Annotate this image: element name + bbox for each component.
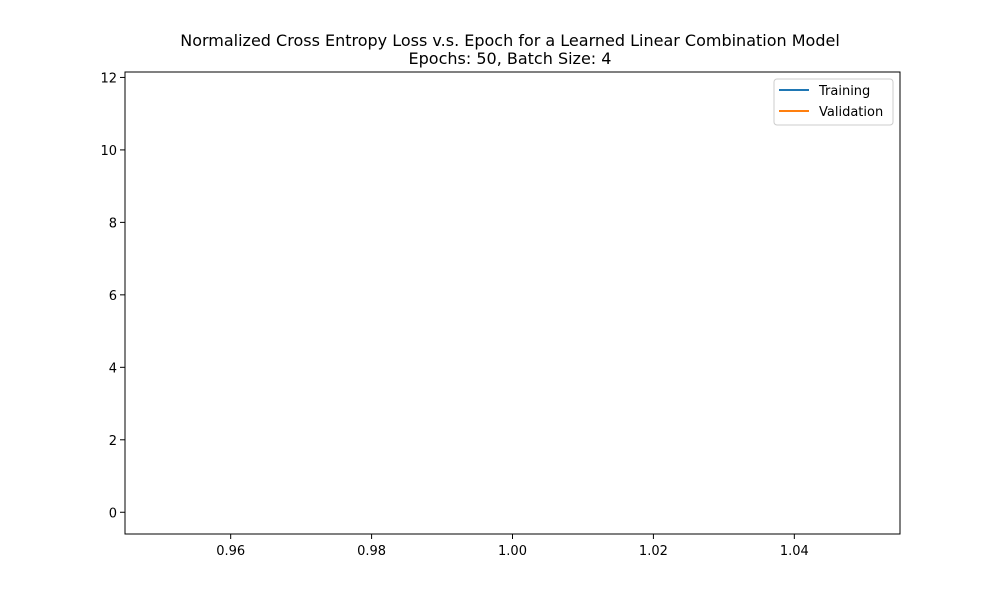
y-tick-label: 6 — [109, 289, 117, 304]
x-tick-label: 1.00 — [498, 544, 527, 559]
y-tick-label: 0 — [109, 506, 117, 521]
chart-subtitle: Epochs: 50, Batch Size: 4 — [409, 49, 612, 68]
y-tick-label: 4 — [109, 361, 117, 376]
x-tick-label: 1.02 — [639, 544, 668, 559]
x-tick-label: 0.98 — [357, 544, 386, 559]
legend-item-training: Training — [779, 84, 870, 99]
y-tick-label: 12 — [100, 71, 117, 86]
x-tick-label: 0.96 — [216, 544, 245, 559]
legend: Training Validation — [773, 78, 894, 126]
y-tick-label: 2 — [109, 434, 117, 449]
legend-label-training: Training — [818, 84, 870, 99]
plot-area: 0.96 0.98 1.00 1.02 1.04 0 2 4 6 8 10 12 — [100, 71, 901, 559]
y-tick-label: 8 — [109, 216, 117, 231]
y-tick-label: 10 — [100, 144, 117, 159]
x-axis: 0.96 0.98 1.00 1.02 1.04 — [216, 534, 809, 559]
chart-title: Normalized Cross Entropy Loss v.s. Epoch… — [180, 31, 840, 50]
x-tick-label: 1.04 — [780, 544, 809, 559]
legend-item-validation: Validation — [779, 105, 883, 120]
y-axis: 0 2 4 6 8 10 12 — [100, 71, 125, 521]
legend-label-validation: Validation — [819, 105, 883, 120]
